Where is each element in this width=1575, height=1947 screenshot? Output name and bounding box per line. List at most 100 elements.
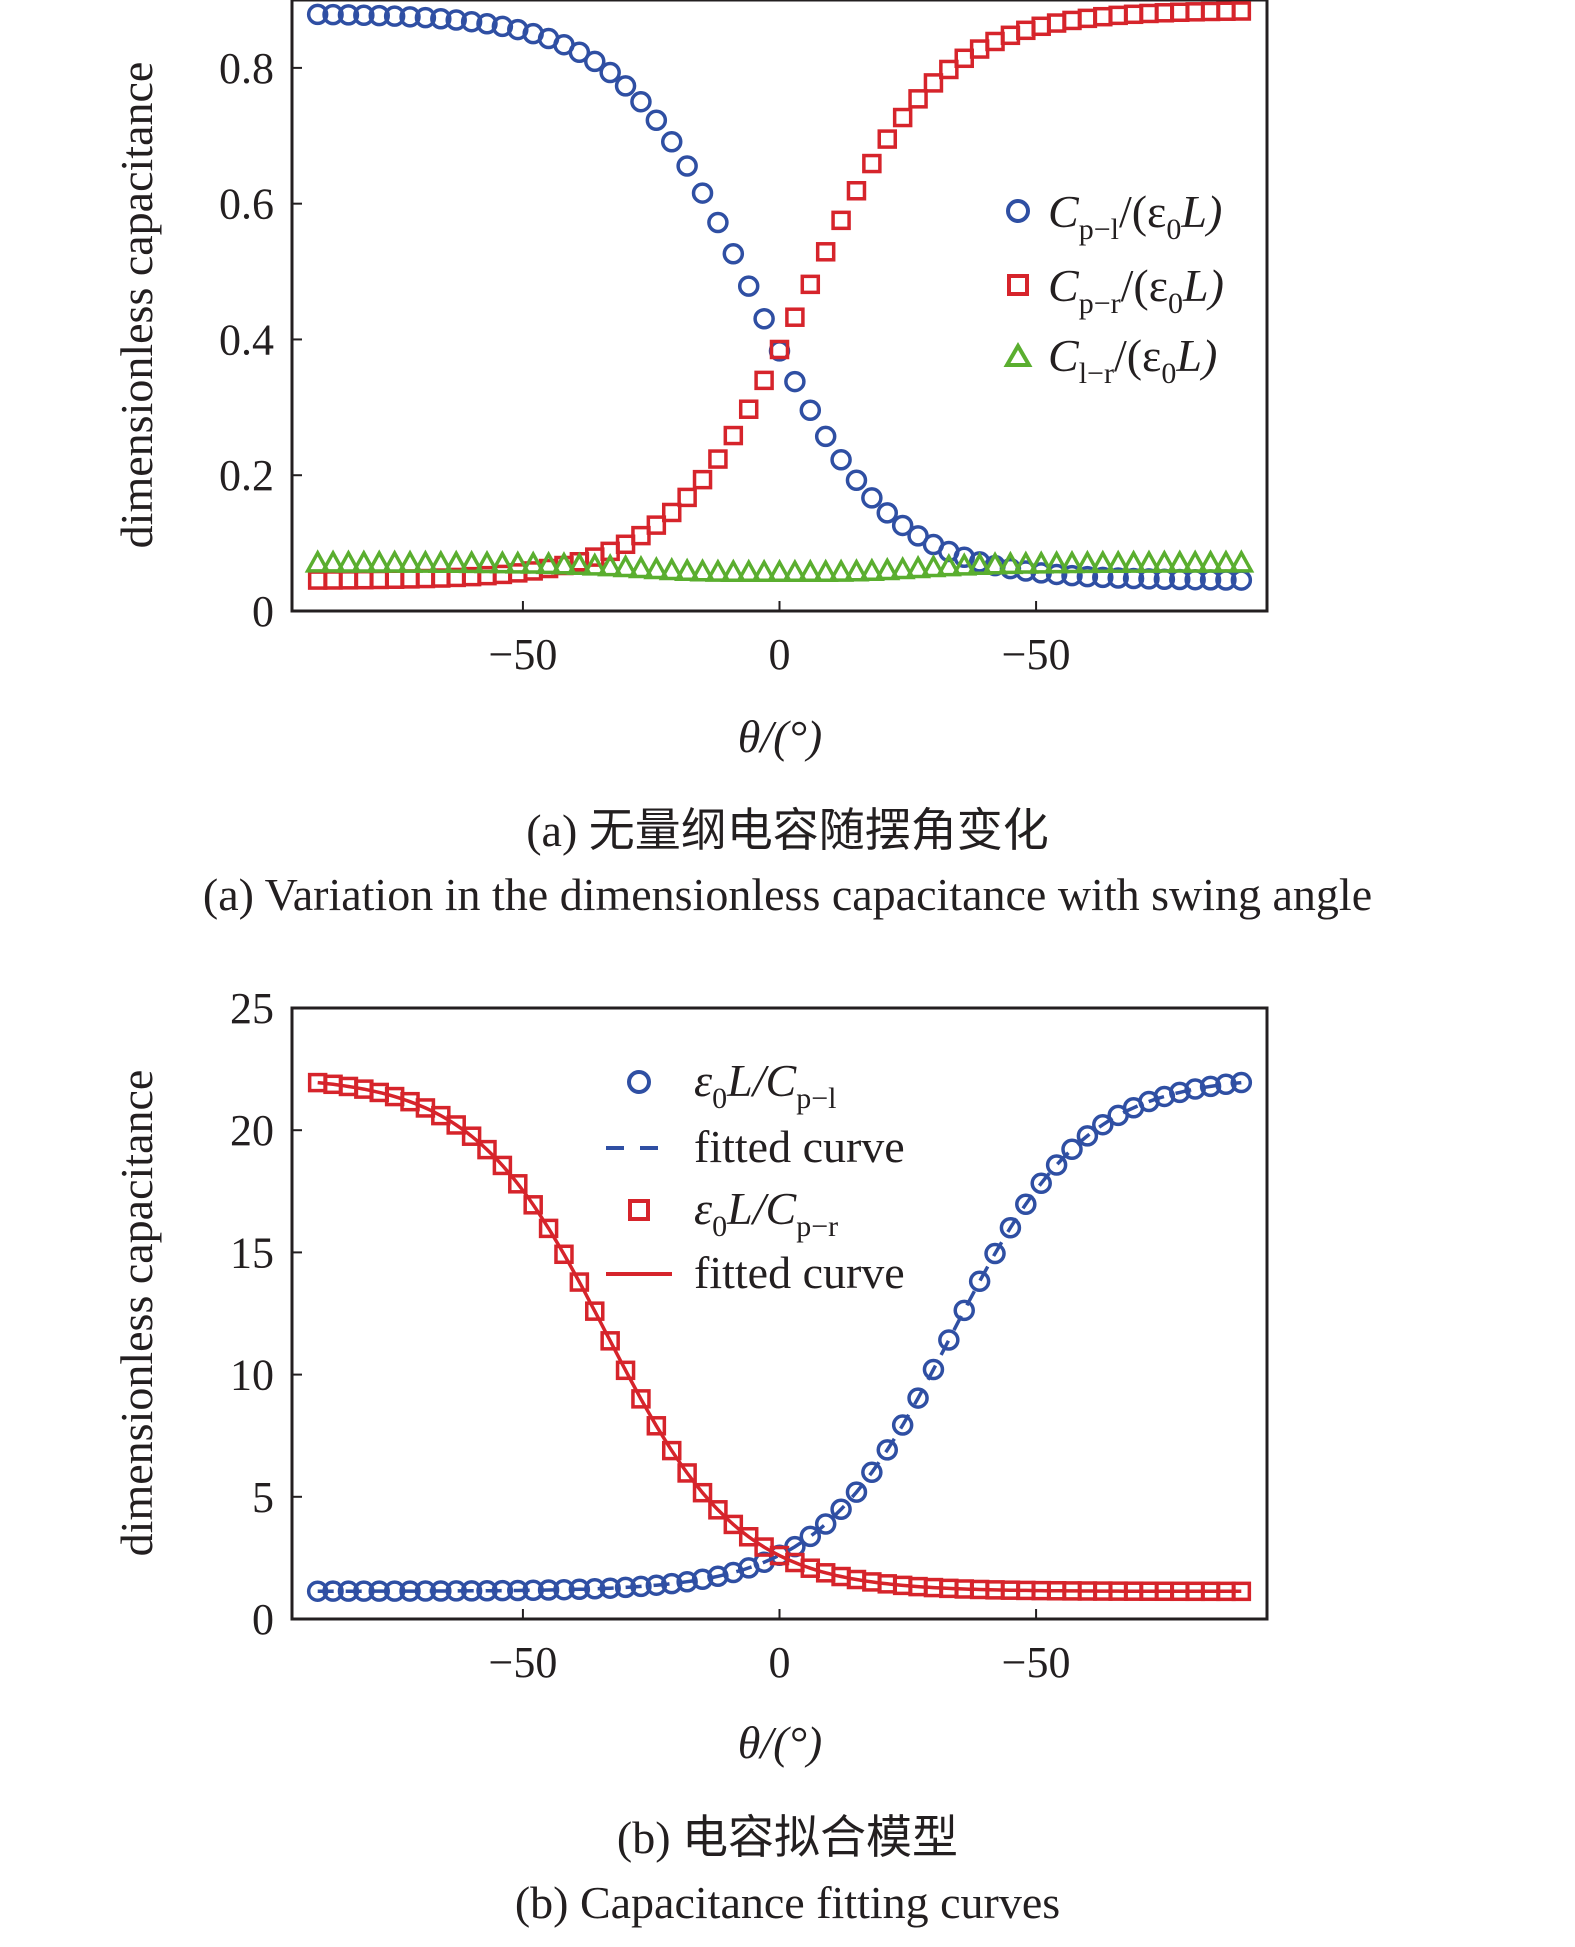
- chart-a-point-circle: [814, 425, 837, 448]
- chart-a-point-square: [769, 339, 790, 360]
- chart-a-point-triangle: [1228, 549, 1255, 573]
- chart-b-legend-label-fit-red: fitted curve: [694, 1247, 905, 1298]
- chart-a-xtick-label: 0: [769, 630, 791, 679]
- chart-a-ytick-label: 0.2: [219, 451, 274, 500]
- chart-b-point-circle: [830, 1498, 852, 1521]
- chart-a-point-square: [1093, 6, 1113, 27]
- chart-b-point-circle: [861, 1461, 883, 1484]
- chart-a-point-square: [1016, 20, 1036, 41]
- chart-a-point-circle: [799, 399, 822, 422]
- chart-a-point-triangle: [658, 556, 685, 581]
- chart-a-point-triangle: [550, 551, 577, 575]
- chart-b-point-square: [554, 1244, 574, 1265]
- chart-a-legend-label-cpr: Cp−r/(ε0L): [1048, 260, 1224, 320]
- chart-a-point-triangle: [458, 549, 485, 574]
- chart-b-point-square: [477, 1139, 497, 1160]
- chart-a-point-triangle: [951, 552, 978, 576]
- chart-a-point-circle: [1061, 564, 1083, 587]
- chart-b-point-circle: [1045, 1154, 1068, 1176]
- chart-b-point-circle: [1061, 1138, 1083, 1160]
- chart-a-point-circle: [830, 449, 852, 471]
- chart-a-ytick-label: 0.4: [219, 315, 274, 364]
- chart-b-point-square: [692, 1482, 713, 1503]
- chart-a-point-triangle: [828, 558, 855, 582]
- chart-a-point-circle: [399, 6, 421, 28]
- chart-b-legend: ε0L/Cp−l fitted curve ε0L/Cp−r fitted cu…: [606, 1055, 905, 1298]
- chart-a-point-triangle: [781, 558, 808, 583]
- chart-a-point-circle: [430, 7, 452, 30]
- chart-b-point-square: [738, 1527, 759, 1547]
- chart-b-point-circle: [814, 1513, 837, 1535]
- chart-a-point-circle: [845, 469, 868, 492]
- chart-a-point-circle: [460, 10, 483, 33]
- chart-b-caption-cn: (b) 电容拟合模型: [616, 1812, 959, 1863]
- chart-a-point-square: [631, 525, 651, 546]
- chart-a-point-square: [954, 48, 974, 69]
- chart-a-point-triangle: [412, 549, 439, 573]
- chart-b-point-circle: [968, 1270, 991, 1293]
- chart-a-point-circle: [891, 514, 914, 537]
- chart-b-ytick-label: 20: [230, 1106, 274, 1155]
- chart-a-point-circle: [1076, 565, 1099, 588]
- chart-a-point-square: [1170, 2, 1190, 23]
- chart-a-ytick-label: 0: [252, 587, 274, 636]
- chart-a-point-triangle: [366, 549, 393, 573]
- chart-a-point-triangle: [597, 553, 624, 577]
- chart-a-point-triangle: [1212, 549, 1239, 573]
- chart-b-ytick-label: 0: [252, 1595, 274, 1644]
- chart-b-point-square: [661, 1440, 682, 1461]
- chart-a-point-triangle: [397, 549, 424, 573]
- chart-a-legend-marker-cpr: [1007, 274, 1029, 296]
- chart-a-point-triangle: [735, 558, 762, 583]
- chart-a-point-circle: [614, 75, 637, 97]
- chart-b-point-square: [677, 1463, 697, 1483]
- chart-a-point-circle: [645, 109, 668, 132]
- chart-a-point-triangle: [1105, 549, 1132, 573]
- chart-a-point-square: [1077, 8, 1098, 29]
- chart-a-point-circle: [491, 15, 514, 38]
- chart-b-point-square: [615, 1360, 636, 1381]
- chart-a-point-square: [708, 449, 728, 469]
- chart-b-xlabel: θ/(°): [738, 1717, 822, 1768]
- chart-b-point-square: [538, 1218, 559, 1239]
- chart-b-axis-ticks: 0 5 10 15 20 25 −50 0 −50: [230, 984, 1070, 1687]
- chart-a-point-circle: [876, 502, 899, 524]
- chart-a-point-triangle: [627, 554, 654, 579]
- chart-a-point-square: [877, 129, 898, 149]
- chart-b-point-circle: [953, 1299, 975, 1322]
- chart-b-ylabel: dimensionless capacitance: [111, 1070, 162, 1557]
- chart-a-point-square: [1216, 1, 1236, 21]
- chart-a-point-square: [939, 59, 959, 80]
- chart-a-point-triangle: [566, 551, 593, 576]
- chart-a-point-circle: [568, 41, 591, 63]
- chart-b-legend-label-red: ε0L/Cp−r: [694, 1183, 838, 1243]
- chart-a-legend-label-clr: Cl−r/(ε0L): [1048, 330, 1217, 390]
- chart-b-legend-label-blue: ε0L/Cp−l: [694, 1055, 836, 1115]
- chart-a-point-triangle: [1182, 549, 1209, 573]
- chart-a-point-triangle: [889, 555, 916, 580]
- chart-a-point-triangle: [643, 555, 670, 580]
- chart-a-point-triangle: [720, 558, 747, 582]
- chart-a-point-triangle: [797, 558, 824, 583]
- chart-a-xlabel: θ/(°): [738, 711, 822, 762]
- chart-a-point-triangle: [350, 549, 377, 573]
- chart-a-point-triangle: [427, 549, 454, 573]
- chart-b-point-circle: [922, 1358, 945, 1381]
- chart-a-point-square: [738, 399, 759, 419]
- chart-a-xtick-label: −50: [489, 630, 558, 679]
- chart-b-marks: [306, 1071, 1253, 1602]
- chart-a-point-circle: [476, 13, 498, 35]
- chart-b-point-circle: [1199, 1075, 1222, 1098]
- chart-a-point-square: [307, 570, 328, 590]
- chart-a-point-triangle: [1074, 549, 1101, 574]
- chart-b-point-square: [492, 1155, 513, 1176]
- chart-b-point-circle: [1015, 1193, 1037, 1215]
- chart-a-point-triangle: [674, 557, 701, 581]
- chart-a-point-square: [1031, 16, 1051, 37]
- chart-a-point-triangle: [504, 550, 531, 574]
- chart-b-point-square: [523, 1195, 543, 1215]
- chart-a-point-triangle: [474, 549, 500, 574]
- chart-a-point-circle: [1107, 567, 1129, 589]
- chart-a-point-square: [369, 569, 389, 590]
- chart-a-point-triangle: [812, 558, 839, 582]
